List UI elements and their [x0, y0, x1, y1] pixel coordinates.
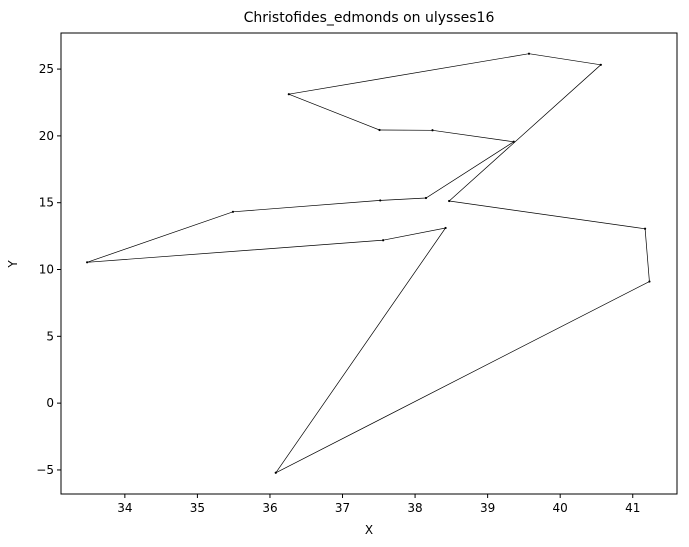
city-point	[424, 196, 428, 200]
x-tick-label: 39	[480, 501, 495, 515]
y-tick-label: 5	[46, 329, 54, 343]
x-axis: 34 35 36 37 38 39 40 41	[117, 494, 640, 515]
city-point	[527, 52, 531, 55]
y-tick-label: 0	[46, 396, 54, 410]
city-point	[512, 140, 515, 143]
x-axis-label: X	[365, 523, 373, 537]
city-point	[231, 210, 235, 213]
x-tick-label: 40	[553, 501, 568, 515]
chart-title: Christofides_edmonds on ulysses16	[244, 10, 495, 26]
city-point	[448, 199, 451, 203]
y-tick-label: 20	[39, 129, 54, 143]
city-point	[274, 471, 277, 474]
city-point	[444, 226, 447, 230]
tour-series	[86, 52, 651, 474]
city-point	[379, 199, 382, 202]
x-tick-label: 35	[190, 501, 205, 515]
y-tick-label: 25	[39, 62, 54, 76]
city-point	[643, 227, 647, 230]
y-tick-label: −5	[36, 463, 54, 477]
y-axis: −5 0 5 10 15 20 25	[36, 62, 61, 477]
x-tick-label: 37	[335, 501, 350, 515]
city-point	[648, 280, 651, 283]
tour-line	[86, 53, 650, 474]
x-tick-label: 38	[407, 501, 422, 515]
plot-area	[60, 32, 678, 495]
city-point	[86, 261, 89, 264]
y-tick-label: 15	[39, 196, 54, 210]
city-point	[599, 63, 602, 66]
city-point	[378, 128, 381, 132]
x-tick-label: 36	[262, 501, 277, 515]
y-tick-label: 10	[39, 263, 54, 277]
x-tick-label: 41	[625, 501, 640, 515]
city-point	[382, 239, 385, 242]
city-point	[431, 129, 434, 132]
x-tick-label: 34	[117, 501, 132, 515]
y-axis-label: Y	[6, 260, 20, 269]
city-point	[287, 93, 290, 96]
